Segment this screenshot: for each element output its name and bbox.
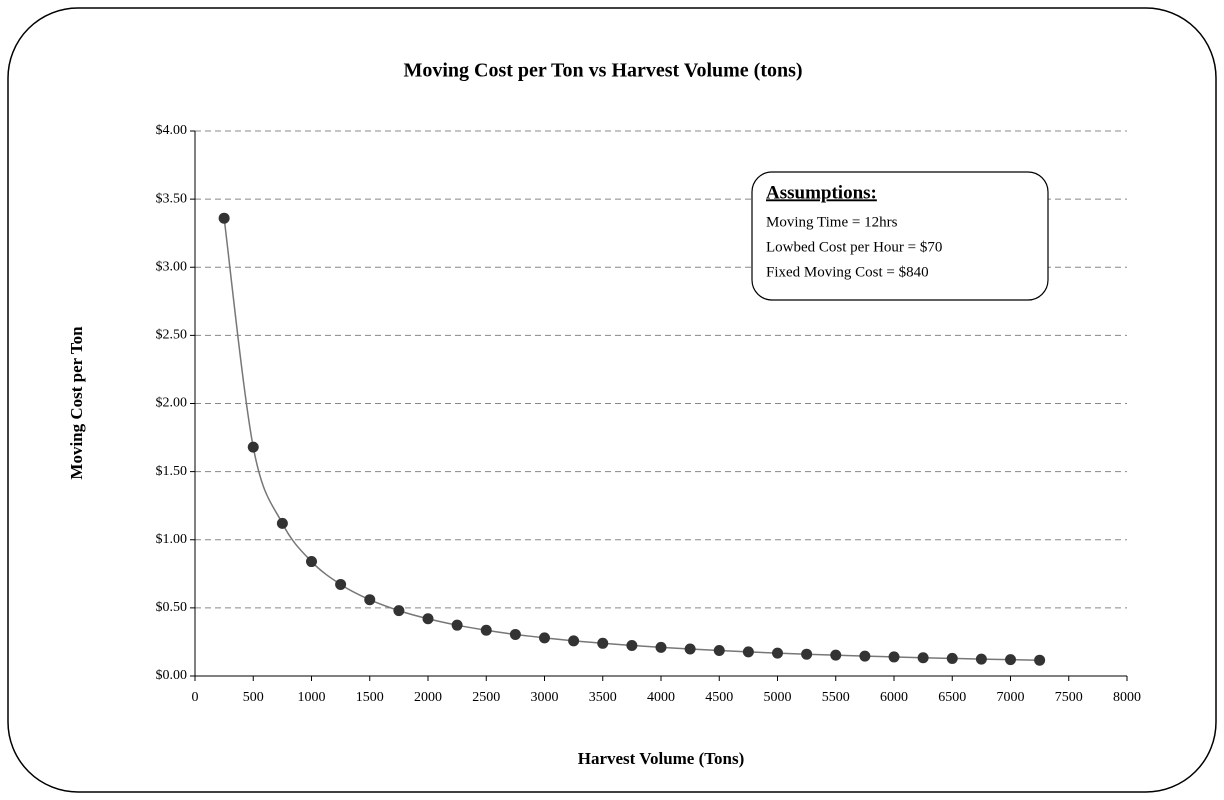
x-tick-label: 7000 bbox=[997, 690, 1025, 705]
y-tick-label: $1.50 bbox=[156, 464, 188, 479]
data-point bbox=[626, 639, 638, 651]
x-tick-label: 3000 bbox=[531, 690, 559, 705]
y-axis-title: Moving Cost per Ton bbox=[67, 326, 86, 480]
data-point bbox=[480, 624, 492, 636]
x-tick-label: 1000 bbox=[298, 690, 326, 705]
data-point bbox=[975, 653, 987, 665]
y-tick-label: $3.50 bbox=[156, 191, 188, 206]
data-point bbox=[276, 517, 288, 529]
data-point bbox=[393, 605, 405, 617]
data-point bbox=[539, 632, 550, 644]
data-point bbox=[713, 645, 725, 657]
x-tick-label: 5500 bbox=[822, 690, 850, 705]
x-tick-label: 3500 bbox=[589, 690, 617, 705]
data-point bbox=[655, 641, 667, 653]
y-tick-label: $0.50 bbox=[156, 600, 188, 615]
annotation-box: Assumptions: Moving Time = 12hrs Lowbed … bbox=[751, 171, 1049, 301]
annotation-frame bbox=[751, 171, 1049, 301]
data-point bbox=[597, 637, 609, 649]
annotation-line: Fixed Moving Cost = $840 bbox=[766, 264, 929, 280]
x-tick-label: 6500 bbox=[938, 690, 966, 705]
data-point bbox=[830, 649, 842, 661]
data-point bbox=[1005, 654, 1016, 666]
x-tick-label: 4500 bbox=[705, 690, 733, 705]
data-point bbox=[306, 556, 317, 568]
data-point bbox=[917, 652, 929, 664]
chart-frame bbox=[7, 7, 1217, 793]
data-point bbox=[1034, 654, 1046, 666]
data-point bbox=[859, 650, 871, 662]
annotation-title: Assumptions: bbox=[766, 182, 877, 203]
y-tick-label: $4.00 bbox=[156, 123, 188, 138]
x-tick-label: 2500 bbox=[472, 690, 500, 705]
y-tick-label: $0.00 bbox=[156, 668, 188, 683]
data-point bbox=[772, 647, 783, 659]
data-point bbox=[801, 648, 813, 660]
data-point bbox=[218, 212, 230, 224]
x-tick-label: 1500 bbox=[356, 690, 384, 705]
y-tick-label: $3.00 bbox=[156, 259, 188, 274]
x-tick-label: 8000 bbox=[1113, 690, 1141, 705]
data-point bbox=[247, 441, 259, 453]
x-tick-label: 4000 bbox=[647, 690, 675, 705]
x-tick-label: 0 bbox=[192, 690, 199, 705]
data-point bbox=[335, 578, 347, 590]
y-tick-label: $2.50 bbox=[156, 328, 188, 343]
x-tick-label: 500 bbox=[243, 690, 264, 705]
x-tick-label: 6000 bbox=[880, 690, 908, 705]
data-point bbox=[888, 651, 900, 663]
data-point bbox=[509, 628, 521, 640]
data-point bbox=[946, 652, 958, 664]
annotation-line: Moving Time = 12hrs bbox=[766, 214, 898, 230]
x-axis-title: Harvest Volume (Tons) bbox=[578, 749, 745, 768]
annotation-line: Lowbed Cost per Hour = $70 bbox=[766, 239, 942, 255]
data-point bbox=[422, 613, 434, 625]
y-tick-label: $1.00 bbox=[156, 532, 188, 547]
x-tick-label: 5000 bbox=[764, 690, 792, 705]
chart-title: Moving Cost per Ton vs Harvest Volume (t… bbox=[403, 60, 802, 82]
x-tick-label: 7500 bbox=[1055, 690, 1083, 705]
data-point bbox=[568, 635, 580, 647]
data-point bbox=[451, 619, 463, 631]
data-point bbox=[684, 643, 696, 655]
x-tick-label: 2000 bbox=[414, 690, 442, 705]
data-point bbox=[364, 594, 376, 606]
data-point bbox=[742, 646, 754, 658]
y-tick-label: $2.00 bbox=[156, 396, 188, 411]
